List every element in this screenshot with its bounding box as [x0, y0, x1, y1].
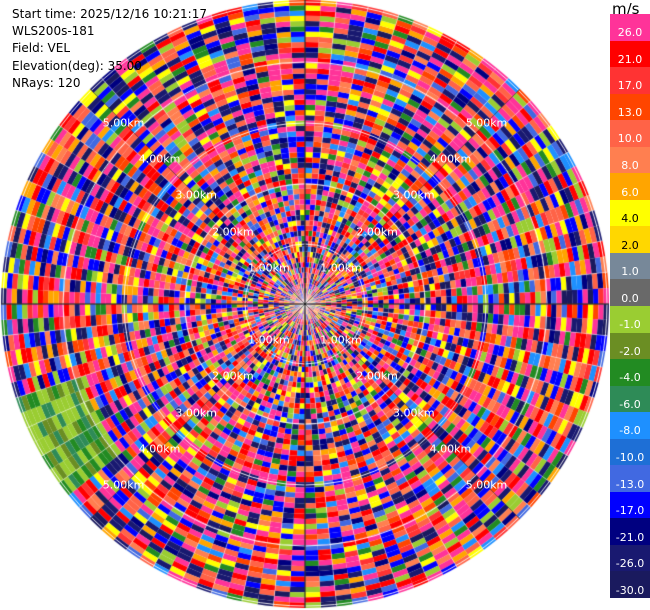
range-ring-label: 5.00km [102, 116, 145, 129]
colorbar-tick-label: 4.0 [621, 212, 639, 226]
range-ring-label: 2.00km [212, 225, 254, 239]
range-ring-label: 2.00km [356, 369, 398, 383]
colorbar-tick-label: 0.0 [621, 291, 639, 305]
range-ring-label: 2.00km [356, 225, 398, 239]
range-ring-label: 3.00km [392, 188, 435, 202]
colorbar-swatch [610, 67, 650, 95]
colorbar-swatch [610, 14, 650, 42]
colorbar-tick-label: 21.0 [617, 52, 643, 66]
colorbar-unit-label: m/s [612, 0, 640, 18]
velocity-colorbar: 26.0 21.0 17.0 13.0 10.0 8.0 6.0 4.0 2.0 1.0 0.0 -1… [610, 14, 650, 599]
colorbar-swatch [610, 385, 650, 413]
colorbar-swatch [610, 279, 650, 307]
colorbar-tick-label: -4.0 [619, 371, 641, 385]
range-ring-label: 1.00km [320, 333, 362, 347]
colorbar-swatch [610, 438, 650, 466]
range-ring-label: 1.00km [248, 261, 290, 275]
colorbar-swatch [610, 518, 650, 546]
colorbar-tick-label: 13.0 [617, 105, 643, 119]
colorbar-swatch [610, 93, 650, 121]
ppi-scan-plot [0, 0, 610, 610]
colorbar-tick-label: -1.0 [619, 318, 641, 332]
colorbar-swatch [610, 252, 650, 280]
colorbar-swatch [610, 544, 650, 572]
colorbar-swatch [610, 306, 650, 334]
colorbar-tick-label: -6.0 [619, 397, 641, 411]
colorbar-tick-label: 17.0 [617, 79, 643, 93]
colorbar-tick-label: -2.0 [619, 344, 641, 358]
colorbar-tick-label: -26.0 [615, 557, 645, 571]
colorbar-swatch [610, 226, 650, 254]
colorbar-tick-label: -30.0 [615, 583, 645, 597]
range-ring-label: 4.00km [429, 152, 472, 166]
field-text: Field: VEL [12, 41, 71, 56]
instrument-text: WLS200s-181 [12, 24, 95, 39]
colorbar-swatch [610, 465, 650, 493]
colorbar-swatch [610, 146, 650, 174]
colorbar-tick-label: -8.0 [619, 424, 641, 438]
colorbar-swatch [610, 199, 650, 227]
elevation-text: Elevation(deg): 35.00 [12, 58, 142, 73]
range-ring-label: 4.00km [429, 442, 472, 456]
colorbar-tick-label: 6.0 [621, 185, 639, 199]
range-ring-label: 5.00km [465, 116, 508, 129]
colorbar-tick-label: 10.0 [617, 132, 643, 146]
range-ring-label: 2.00km [212, 369, 254, 383]
colorbar-swatch [610, 491, 650, 519]
start-time-text: Start time: 2025/12/16 10:21:17 [12, 7, 207, 21]
colorbar-tick-label: -21.0 [615, 530, 645, 544]
colorbar-tick-label: -10.0 [615, 451, 645, 464]
range-ring-label: 1.00km [248, 333, 290, 347]
colorbar-tick-label: 2.0 [621, 238, 639, 252]
colorbar-tick-label: -13.0 [615, 477, 645, 491]
range-ring-label: 3.00km [175, 188, 218, 202]
colorbar-swatch [610, 120, 650, 148]
range-ring-label: 4.00km [138, 442, 181, 456]
range-ring-label: 3.00km [175, 406, 218, 420]
colorbar-swatch [610, 412, 650, 440]
colorbar-tick-label: 26.0 [617, 26, 643, 40]
colorbar-tick-label: 8.0 [621, 159, 639, 172]
colorbar-swatch [610, 173, 650, 201]
range-ring-label: 1.00km [320, 261, 362, 275]
colorbar-swatch [610, 359, 650, 387]
range-ring-label: 3.00km [392, 406, 435, 420]
colorbar-swatch [610, 40, 650, 68]
nrays-text: NRays: 120 [12, 75, 81, 90]
range-ring-label: 5.00km [465, 478, 508, 492]
colorbar-swatch [610, 571, 650, 599]
colorbar-swatch [610, 332, 650, 360]
scan-info-panel: Start time: 2025/12/16 10:21:17 WLS200s-… [12, 6, 207, 92]
range-ring-label: 5.00km [102, 478, 145, 492]
colorbar-tick-label: 1.0 [621, 265, 639, 279]
range-ring-label: 4.00km [138, 152, 181, 166]
colorbar-tick-label: -17.0 [615, 504, 645, 518]
